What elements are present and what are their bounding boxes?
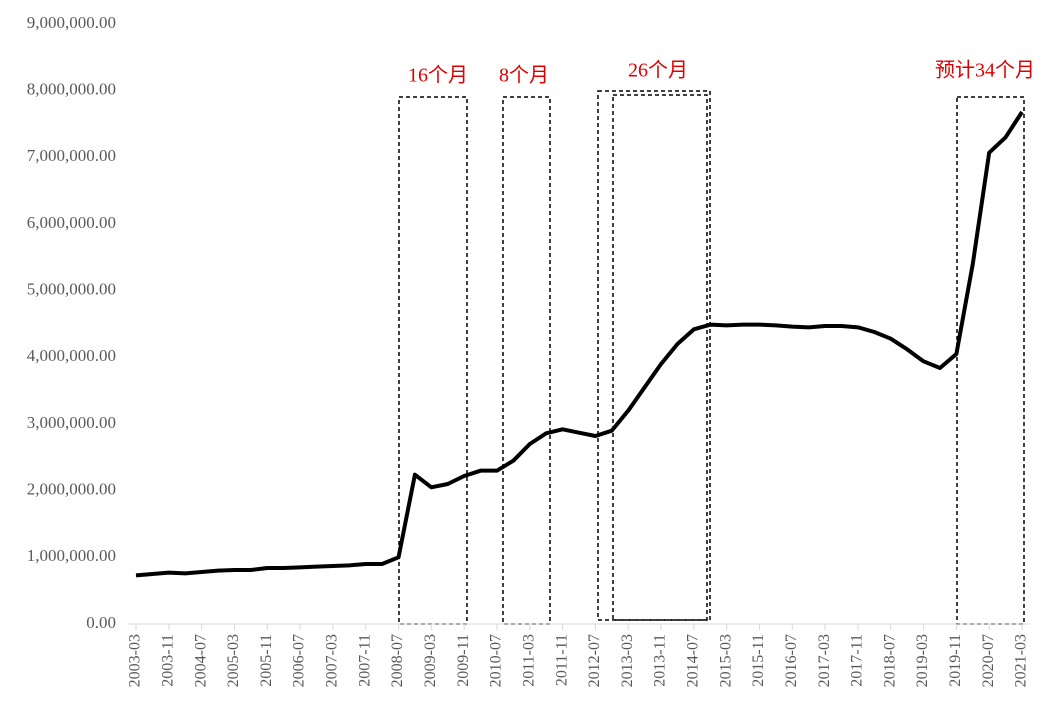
annotation: 16个月 (408, 64, 468, 87)
annotation-box (612, 94, 708, 621)
y-tick-label: 4,000,000.00 (27, 346, 116, 365)
x-tick-label: 2011-11 (553, 634, 570, 686)
x-tick-label: 2015-03 (717, 634, 734, 687)
y-tick-label: 6,000,000.00 (27, 213, 116, 232)
x-tick-label: 2012-07 (586, 634, 603, 687)
x-tick-label: 2015-11 (750, 634, 767, 687)
y-tick-label: 0.00 (86, 613, 116, 632)
x-tick-label: 2010-07 (488, 634, 505, 687)
x-tick-label: 2016-07 (783, 634, 800, 687)
y-tick-label: 7,000,000.00 (27, 146, 116, 165)
y-tick-label: 2,000,000.00 (27, 480, 116, 499)
y-tick-label: 9,000,000.00 (27, 13, 116, 32)
y-tick-label: 8,000,000.00 (27, 80, 116, 99)
x-tick-label: 2005-11 (258, 634, 275, 687)
line (135, 110, 1024, 578)
annotation: 8个月 (499, 64, 549, 87)
x-tick-label: 2017-03 (816, 634, 833, 687)
x-tick-label: 2005-03 (225, 634, 242, 687)
x-tick-label: 2019-11 (947, 634, 964, 687)
x-tick-label: 2013-03 (619, 634, 636, 687)
x-tick-label: 2018-07 (881, 634, 898, 687)
x-tick-label: 2009-03 (422, 634, 439, 687)
x-tick-label: 2003-03 (127, 634, 144, 687)
annotation-box (597, 90, 711, 621)
x-tick-label: 2011-03 (520, 634, 537, 687)
x-tick-label: 2021-03 (1013, 634, 1030, 687)
annotation-box (956, 96, 1025, 625)
x-tick-label: 2009-11 (455, 634, 472, 687)
x-tick-label: 2017-11 (849, 634, 866, 687)
y-tick-label: 5,000,000.00 (27, 280, 116, 299)
x-tick-label: 2007-03 (324, 634, 341, 687)
y-tick-label: 1,000,000.00 (27, 546, 116, 565)
x-tick-label: 2007-11 (356, 634, 373, 687)
x-tick-label: 2013-11 (652, 634, 669, 687)
y-tick-label: 3,000,000.00 (27, 413, 116, 432)
x-tick-label: 2014-07 (685, 634, 702, 687)
x-tick-label: 2004-07 (192, 634, 209, 687)
annotation-box (502, 96, 551, 625)
annotation-box (398, 96, 468, 625)
x-tick-label: 2008-07 (389, 634, 406, 687)
x-tick-label: 2020-07 (980, 634, 997, 687)
annotation: 26个月 (628, 59, 688, 82)
annotation: 预计34个月 (935, 59, 1035, 82)
x-tick-label: 2006-07 (291, 634, 308, 687)
x-tick-label: 2019-03 (914, 634, 931, 687)
x-tick-label: 2003-11 (159, 634, 176, 687)
